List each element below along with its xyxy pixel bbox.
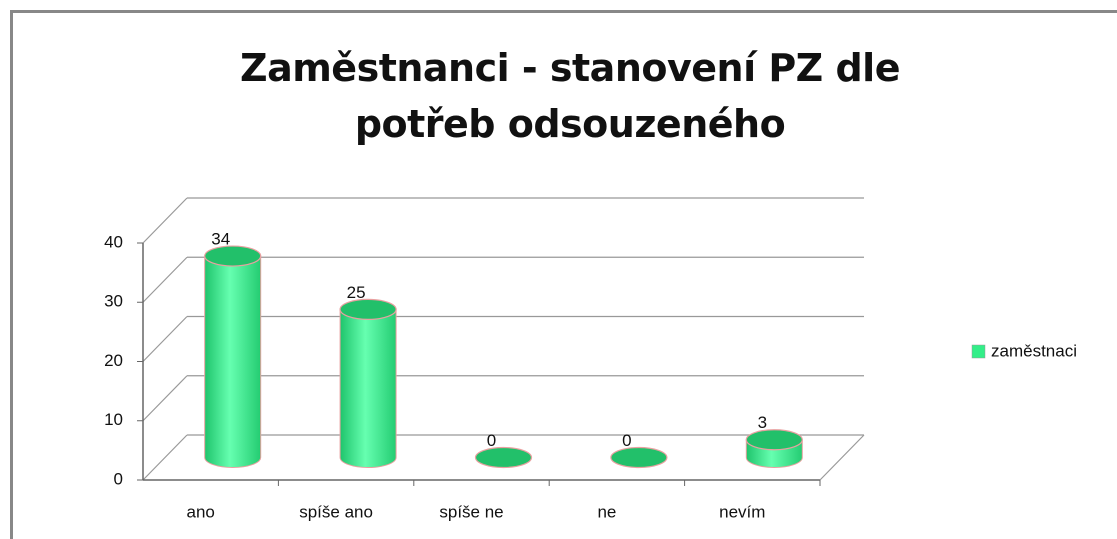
cylinder [610, 446, 668, 469]
chart-title: Zaměstnanci - stanovení PZ dle potřeb od… [240, 46, 900, 146]
floor-edge [819, 434, 865, 481]
cylinder [474, 446, 533, 469]
y-tick-label: 30 [104, 292, 123, 311]
grid-line-side [142, 197, 188, 244]
data-label: 3 [758, 413, 767, 432]
grid-line-side [142, 434, 188, 481]
grid-line-side [142, 375, 188, 422]
x-tick-label: ano [187, 502, 215, 521]
grid-line-side [142, 256, 188, 303]
cylinder [339, 298, 397, 468]
data-label: 0 [487, 431, 496, 450]
x-tick-label: spíše ano [299, 502, 373, 521]
legend-label: zaměstnaci [991, 341, 1077, 360]
data-label: 25 [347, 283, 366, 302]
legend-swatch [971, 344, 986, 359]
y-tick-label: 40 [104, 232, 123, 251]
x-tick-label: spíše ne [439, 502, 503, 521]
cylinder-top [474, 446, 533, 469]
grid-line-side [142, 316, 188, 362]
data-label: 34 [211, 230, 230, 249]
x-tick-label: nevím [719, 502, 765, 521]
cylinder-body [204, 255, 262, 468]
cylinder [204, 245, 262, 468]
cylinder-body [339, 308, 397, 468]
chart-frame [10, 10, 1117, 539]
x-tick-label: ne [597, 502, 616, 521]
cylinder-top [204, 245, 262, 267]
y-tick-label: 0 [114, 469, 123, 488]
cylinder [745, 429, 803, 468]
cylinder-top [745, 429, 803, 451]
cylinder-top [339, 298, 397, 320]
data-label: 0 [622, 431, 631, 450]
cylinder-top [610, 446, 668, 469]
y-tick-label: 20 [104, 351, 123, 370]
y-tick-label: 10 [104, 410, 123, 429]
